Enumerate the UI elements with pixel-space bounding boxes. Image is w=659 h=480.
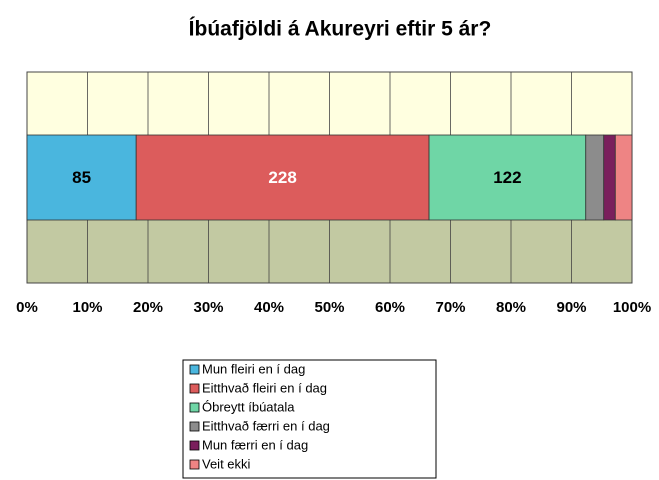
legend-label: Eitthvað færri en í dag bbox=[202, 418, 330, 433]
x-tick-label: 50% bbox=[314, 299, 344, 316]
legend-swatch bbox=[189, 383, 200, 394]
legend-label: Óbreytt íbúatala bbox=[202, 399, 295, 414]
x-tick-label: 40% bbox=[254, 299, 284, 316]
legend-label: Veit ekki bbox=[202, 456, 251, 471]
legend-label: Eitthvað fleiri en í dag bbox=[202, 380, 327, 395]
bar-segment bbox=[603, 134, 616, 221]
x-tick-label: 10% bbox=[72, 299, 102, 316]
legend-swatch bbox=[189, 459, 200, 470]
chart-title: Íbúafjöldi á Akureyri eftir 5 ár? bbox=[189, 18, 492, 41]
bar-segment bbox=[614, 134, 633, 221]
legend-label: Mun fleiri en í dag bbox=[202, 361, 305, 376]
x-tick-label: 70% bbox=[435, 299, 465, 316]
x-tick-label: 90% bbox=[556, 299, 586, 316]
bar-segment bbox=[135, 134, 430, 221]
bar-segment bbox=[26, 134, 137, 221]
x-tick-label: 80% bbox=[496, 299, 526, 316]
legend-swatch bbox=[189, 440, 200, 451]
x-tick-label: 20% bbox=[133, 299, 163, 316]
legend-swatch bbox=[189, 402, 200, 413]
data-label: 122 bbox=[493, 168, 521, 187]
bar-segment bbox=[428, 134, 587, 221]
legend-label: Mun færri en í dag bbox=[202, 437, 308, 452]
legend bbox=[182, 359, 437, 479]
data-label: 85 bbox=[72, 168, 91, 187]
x-tick-label: 60% bbox=[375, 299, 405, 316]
legend-swatch bbox=[189, 364, 200, 375]
data-label: 228 bbox=[268, 168, 296, 187]
x-tick-label: 100% bbox=[613, 299, 651, 316]
legend-swatch bbox=[189, 421, 200, 432]
x-tick-label: 30% bbox=[193, 299, 223, 316]
bar-segment bbox=[585, 134, 605, 221]
x-tick-label: 0% bbox=[16, 299, 38, 316]
